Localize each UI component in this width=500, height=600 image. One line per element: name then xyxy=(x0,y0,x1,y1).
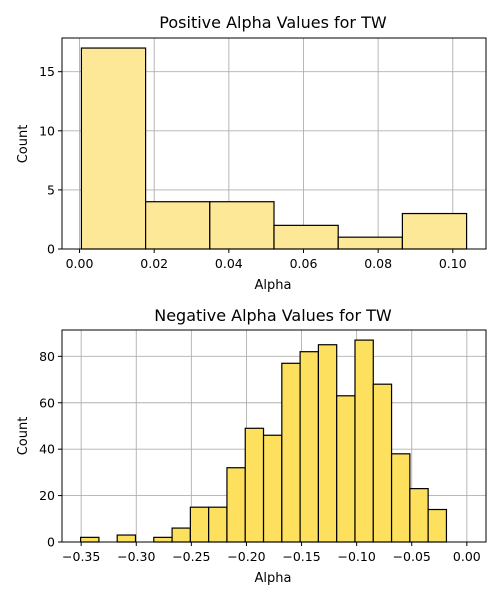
histogram-bar xyxy=(226,467,246,543)
chart-title: Positive Alpha Values for TW xyxy=(159,13,387,32)
histogram-bar xyxy=(427,508,448,543)
y-tick-label: 80 xyxy=(39,349,55,364)
x-tick-label: 0.10 xyxy=(439,256,467,271)
x-axis-label: Alpha xyxy=(255,571,292,586)
histogram-bar xyxy=(209,201,275,250)
histogram-bar xyxy=(116,534,137,543)
x-tick-label: −0.25 xyxy=(172,549,210,564)
x-tick-label: 0.06 xyxy=(290,256,318,271)
histogram-bar xyxy=(317,344,338,543)
y-tick-label: 0 xyxy=(47,535,55,550)
histogram-bar xyxy=(336,395,356,543)
x-tick-label: 0.00 xyxy=(453,549,481,564)
histogram-bar xyxy=(354,339,374,543)
histogram-bars xyxy=(80,47,468,250)
histogram-bar xyxy=(390,453,411,543)
y-axis-label: Count xyxy=(16,125,31,164)
histogram-bar xyxy=(281,362,301,543)
x-tick-label: 0.02 xyxy=(140,256,168,271)
x-tick-label: −0.10 xyxy=(337,549,375,564)
x-axis-ticks: −0.35 −0.30 −0.25 −0.20 −0.15 −0.10 −0.05 0.00 xyxy=(62,542,481,564)
x-tick-label: 0.04 xyxy=(215,256,243,271)
y-tick-label: 40 xyxy=(39,442,55,457)
histogram-bar xyxy=(273,224,339,250)
x-tick-label: 0.00 xyxy=(66,256,94,271)
x-axis-ticks: 0.00 0.02 0.04 0.06 0.08 0.10 xyxy=(66,249,467,271)
x-axis-label: Alpha xyxy=(255,278,292,293)
negative-alpha-histogram: Negative Alpha Values for TW −0.35 −0.30−… xyxy=(16,306,487,586)
y-tick-label: 5 xyxy=(47,182,55,197)
x-tick-label: 0.08 xyxy=(364,256,392,271)
histogram-bar xyxy=(337,236,403,250)
x-tick-label: −0.35 xyxy=(62,549,100,564)
histogram-bar xyxy=(80,47,147,250)
histogram-bar xyxy=(171,527,191,543)
plot-frame xyxy=(61,329,487,543)
plot-frame xyxy=(61,37,487,250)
histogram-bar xyxy=(262,434,283,543)
histogram-bar xyxy=(145,201,211,250)
histogram-bar xyxy=(153,536,173,543)
histogram-bar xyxy=(409,488,429,543)
x-tick-label: −0.20 xyxy=(227,549,265,564)
histogram-bar xyxy=(299,351,320,543)
y-tick-label: 60 xyxy=(39,395,55,410)
x-tick-label: −0.15 xyxy=(282,549,320,564)
histogram-bars xyxy=(80,339,448,543)
y-axis-ticks: 0 5 10 15 xyxy=(39,64,62,257)
histogram-bar xyxy=(189,506,210,543)
y-axis-ticks: 0 20 40 60 80 xyxy=(39,349,62,550)
positive-alpha-histogram: Positive Alpha Values for TW 0.00 0.02 0.0… xyxy=(16,13,487,293)
y-tick-label: 10 xyxy=(39,123,55,138)
x-tick-label: −0.05 xyxy=(393,549,431,564)
histogram-bar xyxy=(372,383,393,543)
histogram-bar xyxy=(401,212,468,250)
chart-title: Negative Alpha Values for TW xyxy=(154,306,392,325)
histogram-bar xyxy=(80,536,100,543)
x-tick-label: −0.30 xyxy=(117,549,155,564)
histogram-bar xyxy=(244,427,265,543)
y-tick-label: 15 xyxy=(39,64,55,79)
y-axis-label: Count xyxy=(16,417,31,456)
y-tick-label: 20 xyxy=(39,488,55,503)
y-tick-label: 0 xyxy=(47,242,55,257)
histogram-bar xyxy=(208,506,228,543)
